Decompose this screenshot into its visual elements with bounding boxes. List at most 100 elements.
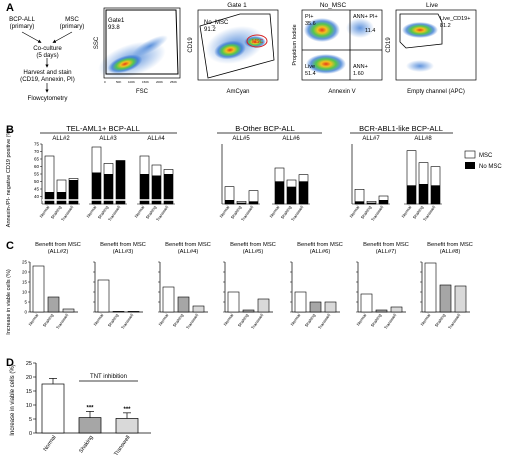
no-msc-q1: PI+ <box>305 14 313 20</box>
panel-d-bar <box>115 418 139 434</box>
panel-b-x-label: Normal <box>218 205 230 219</box>
panel-c-x-label: Normal <box>27 313 39 327</box>
panel-c-title: (ALL#3) <box>113 249 134 255</box>
panel-d-x-label: Normal <box>43 435 58 453</box>
panel-d-ytick-label: 10 <box>26 403 32 409</box>
flow-coculture: Co-culture (5 days) <box>33 45 62 59</box>
panel-c-title: Benefit from MSC <box>35 242 81 248</box>
panel-b-ytick-label: 40 <box>34 194 40 199</box>
panel-d-ytick-label: 0 <box>29 431 32 437</box>
panel-b-ytick-label: 45 <box>34 187 40 192</box>
panel-c-ytick-label: 5 <box>24 300 27 305</box>
panel-b-x-label: Normal <box>348 205 360 219</box>
panel-label-d: D <box>6 357 14 369</box>
plot-live: Live Live_CD19+ 81.2 Empty channel (APC)… <box>386 2 477 95</box>
panel-b-bar-no-msc <box>249 201 258 204</box>
panel-c-bar <box>360 293 373 313</box>
panel-b-sample-title: ALL#4 <box>147 136 165 142</box>
legend-no-msc-label: No MSC <box>479 164 502 170</box>
panel-c-chart: Increase in viable cells (%) Benefit fro… <box>6 242 473 335</box>
panel-c-x-label: Normal <box>92 313 104 327</box>
panel-c-title: Benefit from MSC <box>165 242 211 248</box>
panel-b-sample-title: ALL#5 <box>232 136 250 142</box>
panel-c-bar <box>242 309 255 313</box>
panel-c-ytick-label: 25 <box>22 260 28 265</box>
panel-b-sample-title: ALL#8 <box>414 136 432 142</box>
panel-b-sample-title: ALL#6 <box>282 136 300 142</box>
gate1-xlabel: AmCyan <box>226 89 249 95</box>
panel-c-bar <box>439 284 452 313</box>
fsc-xtick-2: 100K <box>128 80 135 84</box>
panel-c-bar <box>424 262 437 313</box>
panel-c-x-label: Normal <box>222 313 234 327</box>
panel-c-bar <box>294 291 307 313</box>
panel-c-x-label: Transwell <box>120 313 134 330</box>
panel-c-x-label: Normal <box>157 313 169 327</box>
panel-label-a: A <box>6 2 14 14</box>
panel-b-bar-no-msc <box>104 174 113 204</box>
panel-c-bar <box>62 308 75 313</box>
panel-b-x-label: Transwell <box>240 205 254 222</box>
live-title: Live <box>426 2 438 9</box>
panel-b-bar-no-msc <box>431 185 440 204</box>
panel-b-x-label: Transwell <box>107 205 121 222</box>
panel-b-x-label: Transwell <box>60 205 74 222</box>
panel-b-ytick-label: 75 <box>34 142 40 147</box>
panel-d-bracket-label: TNT inhibition <box>90 374 127 380</box>
panel-b-bar-no-msc <box>299 181 308 204</box>
panel-c-x-label: Transwell <box>185 313 199 330</box>
panel-c-x-label: Shaking <box>172 312 185 328</box>
panel-b-ytick-label: 60 <box>34 164 40 169</box>
panel-b-x-label: Normal <box>85 205 97 219</box>
panel-d-x-label: Shaking <box>78 435 94 455</box>
fsc-xtick-0: 0 <box>104 80 106 84</box>
panel-c-x-label: Transwell <box>250 313 264 330</box>
flow-arrows <box>21 31 73 93</box>
panel-b-bar-no-msc <box>407 185 416 204</box>
panel-c-bar <box>309 301 322 313</box>
panel-b-sample-title: ALL#7 <box>362 136 380 142</box>
panel-c-bar <box>177 296 190 313</box>
panel-c-x-label: Normal <box>289 313 301 327</box>
panel-label-b: B <box>6 124 14 136</box>
panel-b-ytick-label: 55 <box>34 172 40 177</box>
panel-b-bar-no-msc <box>45 192 54 204</box>
panel-b-x-label: Normal <box>38 205 50 219</box>
panel-b-bar-no-msc <box>419 184 428 204</box>
panel-b-bar-no-msc <box>116 160 125 204</box>
panel-c-title: Benefit from MSC <box>230 242 276 248</box>
plot-gate1: Gate 1 No_MSC 91.2 MSC AmCyan CD19 <box>188 2 279 95</box>
panel-c-bar <box>324 301 337 313</box>
panel-c-title: (ALL#8) <box>440 249 461 255</box>
fsc-xlabel: FSC <box>136 89 149 95</box>
legend-no-msc-swatch <box>465 162 475 169</box>
panel-d-bar <box>78 417 102 434</box>
panel-c-title: (ALL#2) <box>48 249 69 255</box>
panel-b-bar-no-msc <box>57 192 66 204</box>
panel-c-ytick-label: 20 <box>22 270 28 275</box>
gate1-title: Gate 1 <box>227 2 247 9</box>
panel-b-bar-no-msc <box>237 202 246 204</box>
panel-d-bars: 0 5 10 15 20 25 Normal *** Shaking *** Transwell TN… <box>26 361 151 457</box>
panel-b-bar-no-msc <box>225 200 234 204</box>
fsc-xtick-1: 50K <box>116 80 121 84</box>
fsc-gate-name: Gate1 <box>108 18 125 24</box>
panel-c-x-label: Transwell <box>383 313 397 330</box>
gate1-ylabel: CD19 <box>188 37 194 53</box>
panel-d-ytick-label: 5 <box>29 417 32 423</box>
panel-d-chart: Increase in viable cells (%) 0 5 10 15 20 25 N… <box>10 361 151 457</box>
no-msc-q2: ANN+ PI+ <box>353 14 378 20</box>
panel-b-x-label: Transwell <box>290 205 304 222</box>
panel-b-ytick-label: 70 <box>34 149 40 154</box>
panel-b-bar-no-msc <box>140 174 149 204</box>
gate1-msc-ellipse <box>246 34 268 48</box>
panel-b-x-label: Transwell <box>155 205 169 222</box>
panel-c-bar <box>112 311 125 313</box>
live-gate-name: Live_CD19+ <box>440 16 470 22</box>
panel-label-c: C <box>6 240 14 252</box>
panel-c-bar <box>162 286 175 313</box>
panel-c-ytick-label: 10 <box>22 290 28 295</box>
panel-b-bar-no-msc <box>355 201 364 204</box>
panel-c-bar <box>32 265 45 313</box>
